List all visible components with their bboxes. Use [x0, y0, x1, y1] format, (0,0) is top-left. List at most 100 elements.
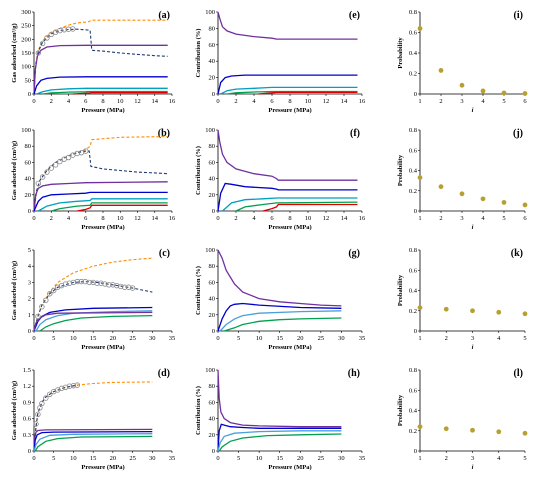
y-tick-label: 1.5 [23, 367, 31, 374]
x-axis-title: i [472, 107, 474, 114]
y-tick-label: 20 [25, 192, 32, 199]
x-tick-label: 1 [418, 335, 421, 342]
x-tick-label: 10 [117, 215, 124, 222]
x-tick-label: 3 [471, 335, 474, 342]
x-tick-label: 14 [152, 98, 159, 105]
data-marker [86, 279, 92, 286]
y-tick-label: 250 [21, 23, 31, 30]
x-tick-label: 4 [497, 455, 501, 462]
y-tick-label: 0.9 [23, 399, 31, 406]
x-tick-label: 3 [460, 98, 463, 105]
y-axis-title: Gas adsorbed (cm³/g) [11, 381, 18, 440]
probability-point [470, 308, 475, 314]
series-line [217, 74, 358, 95]
data-marker [83, 148, 89, 154]
data-marker [35, 50, 42, 56]
panel-label: (e) [349, 10, 360, 21]
probability-point [501, 90, 507, 96]
probability-point [459, 82, 465, 88]
y-tick-label: 0.4 [409, 408, 418, 415]
x-axis-title: i [472, 464, 474, 471]
y-tick-label: 0.2 [409, 71, 417, 78]
x-tick-label: 8 [101, 215, 104, 222]
x-tick-label: 0 [32, 98, 35, 105]
probability-point [417, 305, 423, 311]
y-tick-label: 80 [25, 143, 32, 150]
y-axis-title: Probability [397, 37, 404, 69]
x-axis-title: Pressure (MPa) [268, 464, 311, 471]
x-tick-label: 1 [418, 215, 421, 222]
series-line [33, 19, 168, 95]
data-marker [58, 385, 65, 392]
x-tick-label: 2 [445, 335, 448, 342]
x-tick-label: 4 [67, 98, 71, 105]
x-tick-label: 8 [288, 215, 291, 222]
y-axis-title: Probability [397, 394, 404, 426]
y-tick-label: 100 [205, 9, 215, 16]
series-line [33, 433, 153, 452]
x-tick-label: 3 [460, 215, 463, 222]
y-tick-label: 0 [212, 448, 215, 455]
x-tick-label: 2 [234, 98, 237, 105]
probability-point [522, 91, 528, 96]
y-tick-label: 0.6 [409, 387, 418, 394]
panel-a: 0 50 100 150 200 250 300 0 2 4 6 8 10 12 14 16 Pressure … [11, 9, 176, 114]
series-line [33, 428, 153, 452]
y-tick-label: 50 [25, 77, 32, 84]
data-marker [74, 278, 81, 285]
series-line [217, 249, 342, 307]
data-marker [33, 421, 39, 427]
y-tick-label: 20 [209, 192, 216, 199]
probability-point [496, 309, 502, 315]
series-line [33, 384, 78, 452]
x-axis-title: i [472, 344, 474, 351]
x-tick-label: 15 [276, 335, 283, 342]
y-tick-label: 40 [25, 176, 32, 183]
x-tick-label: 10 [70, 455, 77, 462]
y-tick-label: 0 [414, 91, 417, 98]
x-tick-label: 4 [481, 215, 485, 222]
y-tick-label: 60 [25, 159, 32, 166]
y-tick-label: 60 [209, 399, 216, 406]
data-marker [70, 26, 76, 32]
x-tick-label: 30 [338, 335, 345, 342]
x-tick-label: 4 [67, 215, 71, 222]
data-marker [51, 287, 57, 294]
y-axis-title: Gas adsorbed (cm³/g) [11, 23, 18, 82]
y-tick-label: 0.2 [409, 428, 417, 435]
x-axis-title: Pressure (MPa) [81, 224, 124, 231]
probability-point [522, 311, 528, 317]
y-tick-label: 80 [209, 143, 216, 150]
panel-label: (c) [159, 248, 170, 259]
series-line [222, 197, 358, 212]
data-marker [90, 279, 96, 286]
data-marker [44, 35, 50, 41]
panel-label: (b) [158, 128, 170, 139]
y-tick-label: 4 [28, 263, 32, 270]
series-line [217, 369, 342, 428]
x-tick-label: 5 [523, 335, 526, 342]
data-marker [43, 297, 49, 303]
x-tick-label: 10 [70, 335, 77, 342]
y-tick-label: 0 [28, 91, 31, 98]
probability-point [480, 196, 486, 202]
y-tick-label: 3 [28, 279, 31, 286]
y-axis-title: Gas adsorbed (cm³/g) [11, 141, 18, 200]
data-marker [37, 405, 43, 411]
x-tick-label: 1 [418, 98, 421, 105]
series-line [36, 87, 168, 95]
y-tick-label: 1.2 [23, 383, 31, 390]
y-tick-label: 0.8 [409, 127, 417, 134]
series-line [217, 11, 358, 40]
x-tick-label: 25 [318, 335, 325, 342]
y-tick-label: 80 [209, 383, 216, 390]
x-tick-label: 0 [216, 455, 219, 462]
data-marker [114, 282, 120, 289]
series-line [220, 86, 358, 95]
y-tick-label: 300 [21, 9, 31, 16]
y-axis-title: Probability [397, 154, 404, 186]
x-tick-label: 20 [110, 335, 117, 342]
y-tick-label: 0.8 [409, 9, 417, 16]
data-marker [39, 174, 46, 180]
